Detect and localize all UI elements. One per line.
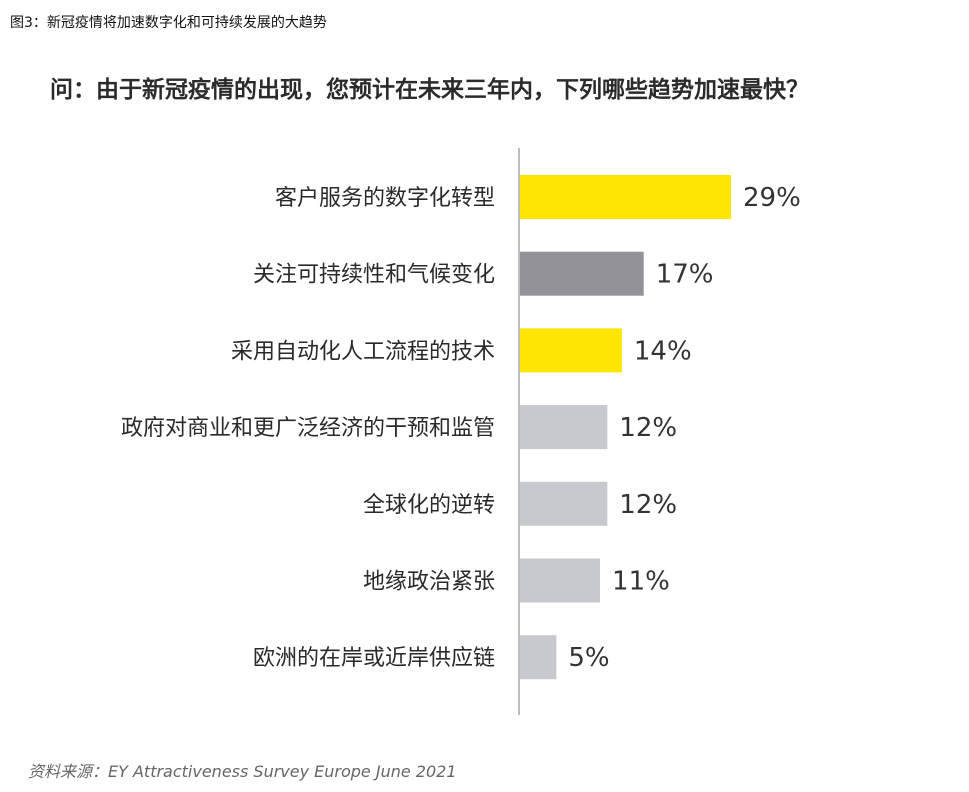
- value-label-4: 12%: [619, 490, 677, 520]
- value-label-3: 12%: [619, 413, 677, 443]
- source-note: 资料来源：EY Attractiveness Survey Europe Jun…: [28, 762, 457, 781]
- category-label-4: 全球化的逆转: [363, 493, 495, 518]
- figure-caption: 图3：新冠疫情将加速数字化和可持续发展的大趋势: [10, 15, 327, 31]
- bars-layer: 客户服务的数字化转型 29% 关注可持续性和气候变化 17% 采用自动化人工流程的技术 1…: [121, 175, 801, 680]
- category-label-5: 地缘政治紧张: [363, 570, 495, 595]
- bar-5: [520, 558, 601, 603]
- value-label-6: 5%: [568, 643, 609, 673]
- value-label-0: 29%: [743, 183, 801, 213]
- bar-6: [520, 635, 557, 680]
- value-label-5: 11%: [612, 567, 670, 597]
- chart-title: 问：由于新冠疫情的出现，您预计在未来三年内，下列哪些趋势加速最快？: [50, 77, 809, 103]
- category-label-0: 客户服务的数字化转型: [275, 186, 495, 211]
- category-label-6: 欧洲的在岸或近岸供应链: [253, 646, 495, 671]
- bar-4: [520, 481, 608, 526]
- value-label-1: 17%: [656, 260, 714, 290]
- value-label-2: 14%: [634, 336, 692, 366]
- category-label-3: 政府对商业和更广泛经济的干预和监管: [121, 416, 495, 441]
- bar-2: [520, 328, 622, 373]
- bar-3: [520, 405, 608, 450]
- category-label-1: 关注可持续性和气候变化: [253, 263, 495, 288]
- bar-0: [520, 175, 731, 219]
- bar-1: [520, 251, 644, 296]
- category-label-2: 采用自动化人工流程的技术: [231, 339, 495, 364]
